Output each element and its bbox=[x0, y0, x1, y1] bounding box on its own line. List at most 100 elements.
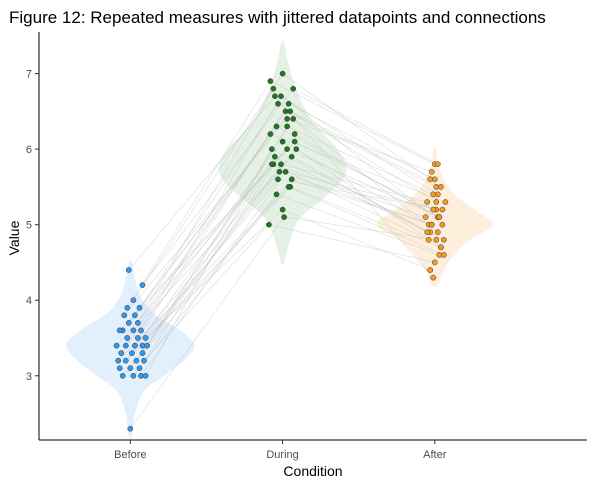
point-after bbox=[428, 168, 435, 175]
point-during bbox=[290, 116, 297, 122]
point-after bbox=[424, 199, 431, 205]
x-axis-title: Condition bbox=[283, 463, 342, 479]
point-during bbox=[273, 191, 280, 198]
point-after bbox=[439, 221, 446, 228]
point-during bbox=[269, 146, 275, 152]
point-before bbox=[142, 335, 149, 341]
point-during bbox=[293, 146, 300, 152]
point-before bbox=[132, 342, 138, 349]
violin-after bbox=[376, 147, 493, 287]
point-before bbox=[124, 304, 131, 311]
y-tick-label: 4 bbox=[26, 295, 32, 307]
point-after bbox=[433, 236, 440, 243]
point-before bbox=[141, 357, 147, 364]
point-after bbox=[434, 229, 441, 236]
point-during bbox=[288, 153, 295, 160]
point-after bbox=[430, 206, 437, 213]
y-tick-label: 5 bbox=[26, 220, 32, 232]
point-after bbox=[436, 214, 443, 220]
point-before bbox=[125, 320, 132, 326]
chart-title: Figure 12: Repeated measures with jitter… bbox=[9, 8, 546, 27]
point-before bbox=[135, 320, 141, 326]
point-before bbox=[130, 372, 137, 379]
point-during bbox=[275, 176, 281, 183]
point-before bbox=[132, 312, 138, 319]
point-after bbox=[433, 199, 440, 205]
point-after bbox=[441, 252, 447, 258]
point-during bbox=[279, 70, 286, 77]
point-before bbox=[138, 327, 144, 334]
point-before bbox=[135, 335, 141, 341]
point-during bbox=[276, 168, 283, 175]
point-before bbox=[122, 342, 129, 349]
point-during bbox=[266, 221, 272, 228]
point-before bbox=[133, 357, 140, 364]
point-before bbox=[125, 267, 132, 273]
point-before bbox=[136, 365, 143, 372]
point-after bbox=[438, 244, 444, 251]
x-tick-label: Before bbox=[114, 449, 146, 461]
point-during bbox=[270, 85, 277, 92]
point-before bbox=[116, 365, 123, 372]
x-ticks: Before During After bbox=[114, 440, 447, 461]
point-after bbox=[428, 221, 435, 228]
point-before bbox=[142, 372, 149, 379]
point-before bbox=[115, 357, 122, 364]
point-before bbox=[139, 282, 146, 288]
point-after bbox=[424, 229, 431, 236]
point-after bbox=[427, 176, 434, 183]
point-before bbox=[130, 297, 137, 304]
point-before bbox=[113, 342, 120, 349]
point-after bbox=[434, 161, 441, 168]
point-after bbox=[431, 259, 438, 266]
violin-during bbox=[218, 41, 347, 266]
y-ticks: 3 4 5 6 7 bbox=[26, 69, 39, 383]
violin-before bbox=[66, 259, 195, 440]
point-during bbox=[288, 176, 295, 183]
point-before bbox=[121, 312, 128, 319]
point-during bbox=[281, 214, 287, 220]
point-after bbox=[427, 267, 434, 273]
violins-layer bbox=[66, 41, 493, 440]
point-during bbox=[285, 100, 292, 107]
point-after bbox=[439, 206, 446, 213]
point-after bbox=[441, 236, 447, 243]
point-during bbox=[287, 108, 294, 115]
x-tick-label: During bbox=[266, 449, 298, 461]
point-after bbox=[430, 274, 437, 281]
point-during bbox=[291, 131, 298, 137]
point-before bbox=[136, 304, 143, 311]
point-during bbox=[284, 146, 290, 152]
point-before bbox=[118, 350, 125, 356]
point-during bbox=[267, 131, 274, 137]
points-layer bbox=[113, 70, 449, 432]
point-during bbox=[278, 161, 284, 168]
point-during bbox=[285, 184, 292, 190]
point-before bbox=[129, 350, 135, 356]
y-tick-label: 3 bbox=[26, 371, 32, 383]
point-before bbox=[127, 365, 134, 372]
point-during bbox=[284, 123, 290, 130]
point-before bbox=[127, 425, 134, 432]
point-during bbox=[272, 153, 278, 160]
point-during bbox=[290, 85, 297, 92]
point-during bbox=[279, 138, 286, 145]
point-before bbox=[122, 357, 129, 364]
point-before bbox=[139, 350, 146, 356]
point-during bbox=[278, 93, 284, 100]
point-during bbox=[272, 93, 278, 100]
point-before bbox=[130, 327, 137, 334]
point-during bbox=[279, 206, 286, 213]
point-during bbox=[284, 116, 290, 122]
y-tick-label: 7 bbox=[26, 69, 32, 81]
point-after bbox=[425, 236, 432, 243]
point-after bbox=[422, 214, 429, 220]
x-tick-label: After bbox=[423, 449, 447, 461]
point-before bbox=[124, 335, 131, 341]
y-tick-label: 6 bbox=[26, 144, 32, 156]
point-during bbox=[282, 168, 289, 175]
point-during bbox=[273, 123, 280, 130]
point-after bbox=[438, 184, 444, 190]
